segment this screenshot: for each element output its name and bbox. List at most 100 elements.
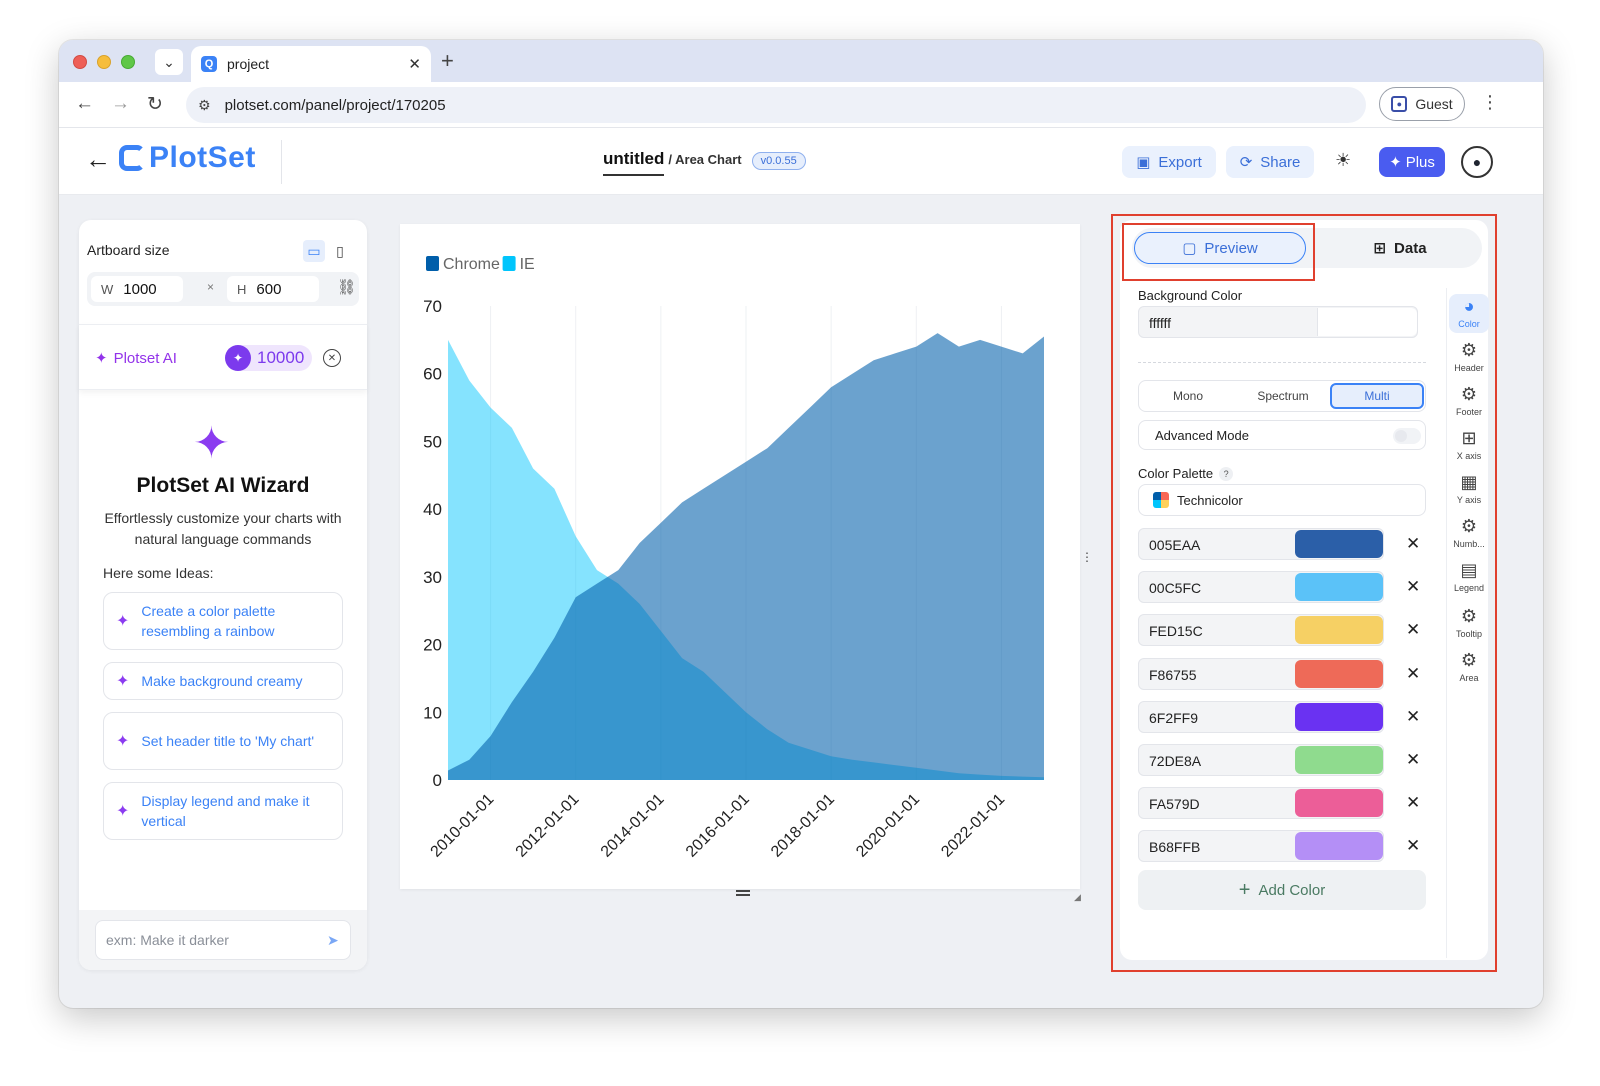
sidebar-item-area[interactable]: ⚙ Area <box>1449 650 1489 683</box>
maximize-window-button[interactable] <box>121 55 135 69</box>
palette-color-input[interactable]: 72DE8A <box>1138 744 1384 776</box>
back-arrow-icon[interactable]: ← <box>85 144 111 174</box>
project-name[interactable]: untitled <box>603 149 665 176</box>
desktop-icon[interactable]: ▭ <box>303 240 325 262</box>
sidebar-item-footer[interactable]: ⚙ Footer <box>1449 384 1489 417</box>
resize-grip-bottom[interactable] <box>736 890 750 896</box>
project-type: / Area Chart <box>668 152 742 167</box>
remove-color-icon[interactable]: ✕ <box>1406 793 1421 813</box>
palette-color-swatch[interactable] <box>1295 702 1383 731</box>
sidebar-item-y-axis[interactable]: ▦ Y axis <box>1449 472 1489 505</box>
mode-multi[interactable]: Multi <box>1330 383 1424 409</box>
palette-color-hex: 00C5FC <box>1149 580 1202 597</box>
palette-color-swatch[interactable] <box>1295 832 1383 861</box>
sidebar-item-number[interactable]: ⚙ Numb... <box>1449 516 1489 549</box>
plus-upgrade-button[interactable]: ✦ Plus <box>1379 147 1445 177</box>
sidebar-item-legend[interactable]: ▤ Legend <box>1449 560 1489 593</box>
area-series-chrome[interactable] <box>448 333 1044 780</box>
palette-color-swatch[interactable] <box>1295 530 1383 558</box>
idea-suggestion[interactable]: ✦ Create a color palette resembling a ra… <box>103 592 343 650</box>
address-bar[interactable]: ⚙ plotset.com/panel/project/170205 <box>186 87 1366 123</box>
palette-color-input[interactable]: F86755 <box>1138 657 1384 690</box>
browser-menu-icon[interactable]: ⋮ <box>1481 92 1499 112</box>
palette-color-input[interactable]: FA579D <box>1138 787 1384 820</box>
times-sign: × <box>207 280 215 294</box>
plotset-ai-bar: ✦ Plotset AI ✦ 10000 ✕ <box>79 324 367 390</box>
tab-search-button[interactable]: ⌄ <box>155 49 183 75</box>
background-color-swatch[interactable] <box>1317 308 1417 336</box>
palette-color-hex: 6F2FF9 <box>1149 709 1199 726</box>
sidebar-item-header[interactable]: ⚙ Header <box>1449 340 1489 373</box>
color-palette-select[interactable]: Technicolor <box>1138 484 1426 516</box>
new-tab-button[interactable]: + <box>441 48 454 73</box>
idea-suggestion[interactable]: ✦ Make background creamy <box>103 662 343 700</box>
export-button[interactable]: ▣ Export <box>1122 146 1216 178</box>
palette-color-swatch[interactable] <box>1295 573 1383 602</box>
idea-suggestion[interactable]: ✦ Display legend and make it vertical <box>103 782 343 840</box>
mode-spectrum[interactable]: Spectrum <box>1257 389 1309 403</box>
tab-data-label: Data <box>1394 239 1427 257</box>
close-ai-icon[interactable]: ✕ <box>323 349 341 367</box>
background-color-value: ffffff <box>1149 315 1172 331</box>
width-field[interactable]: W 1000 <box>91 276 183 302</box>
forward-icon[interactable]: → <box>111 93 130 114</box>
sidebar-label: Numb... <box>1453 539 1485 549</box>
site-settings-icon[interactable]: ⚙ <box>198 96 211 113</box>
remove-color-icon[interactable]: ✕ <box>1406 577 1421 597</box>
palette-color-input[interactable]: 6F2FF9 <box>1138 700 1384 733</box>
advanced-mode-toggle[interactable] <box>1393 428 1421 444</box>
aspect-lock-icon[interactable]: ⛓ <box>337 279 357 296</box>
tab-preview[interactable]: ▢ Preview <box>1134 232 1306 264</box>
sidebar-item-color[interactable]: ◕ Color <box>1449 294 1489 333</box>
browser-tab[interactable]: Q project ✕ <box>191 46 431 82</box>
palette-color-input[interactable]: B68FFB <box>1138 830 1384 863</box>
resize-corner-icon[interactable]: ◢ <box>1074 892 1081 902</box>
remove-color-icon[interactable]: ✕ <box>1406 706 1421 726</box>
remove-color-icon[interactable]: ✕ <box>1406 836 1421 856</box>
user-account-icon[interactable]: ● <box>1461 146 1493 178</box>
guest-profile-button[interactable]: ● Guest <box>1379 87 1465 121</box>
back-icon[interactable]: ← <box>75 93 94 114</box>
legend-swatch <box>426 256 439 271</box>
palette-color-swatch[interactable] <box>1295 616 1383 645</box>
y-tick-label: 10 <box>423 703 442 722</box>
minimize-window-button[interactable] <box>97 55 111 69</box>
section-divider <box>1138 362 1426 363</box>
tab-data[interactable]: ⊞ Data <box>1320 232 1480 264</box>
palette-color-input[interactable]: FED15C <box>1138 614 1384 647</box>
help-icon[interactable]: ? <box>1219 466 1234 481</box>
palette-color-input[interactable]: 00C5FC <box>1138 571 1384 604</box>
resize-grip-right[interactable]: ⋮ <box>1081 550 1093 564</box>
palette-color-swatch[interactable] <box>1295 659 1383 688</box>
logo-text: PlotSet <box>149 141 256 174</box>
mode-mono[interactable]: Mono <box>1172 389 1204 403</box>
close-window-button[interactable] <box>73 55 87 69</box>
y-tick-label: 50 <box>423 432 442 451</box>
remove-color-icon[interactable]: ✕ <box>1406 750 1421 769</box>
idea-suggestion[interactable]: ✦ Set header title to 'My chart' <box>103 712 343 770</box>
close-tab-icon[interactable]: ✕ <box>408 56 421 73</box>
share-button[interactable]: ⟳ Share <box>1226 146 1314 178</box>
palette-color-row: 72DE8A ✕ <box>1138 744 1426 776</box>
plotset-logo[interactable]: PlotSet <box>119 141 256 175</box>
remove-color-icon[interactable]: ✕ <box>1406 663 1421 683</box>
add-color-button[interactable]: + Add Color <box>1138 870 1426 910</box>
height-field[interactable]: H 600 <box>227 276 319 302</box>
palette-color-swatch[interactable] <box>1295 789 1383 818</box>
remove-color-icon[interactable]: ✕ <box>1406 620 1421 640</box>
palette-color-swatch[interactable] <box>1295 746 1383 774</box>
wizard-description: Effortlessly customize your charts with … <box>104 510 342 547</box>
sidebar-item-tooltip[interactable]: ⚙ Tooltip <box>1449 606 1489 639</box>
area-chart: Chrome IE 0 10 20 30 40 50 60 70 2010-01-01 2012-… <box>423 256 1044 861</box>
chart-artboard[interactable]: Chrome IE 0 10 20 30 40 50 60 70 2010-01-01 2012-… <box>400 224 1081 902</box>
send-icon[interactable]: ➤ <box>327 932 339 948</box>
reload-icon[interactable]: ↻ <box>147 94 163 115</box>
remove-color-icon[interactable]: ✕ <box>1406 534 1421 553</box>
sidebar-item-x-axis[interactable]: ⊞ X axis <box>1449 428 1489 461</box>
theme-toggle-sun-icon[interactable]: ☀ <box>1335 150 1352 170</box>
mobile-icon[interactable]: ▯ <box>336 242 344 259</box>
sidebar-label: Area <box>1459 673 1479 683</box>
palette-color-input[interactable]: 005EAA <box>1138 528 1384 560</box>
background-color-input[interactable]: ffffff <box>1138 306 1418 338</box>
ai-prompt-input[interactable] <box>95 920 351 960</box>
